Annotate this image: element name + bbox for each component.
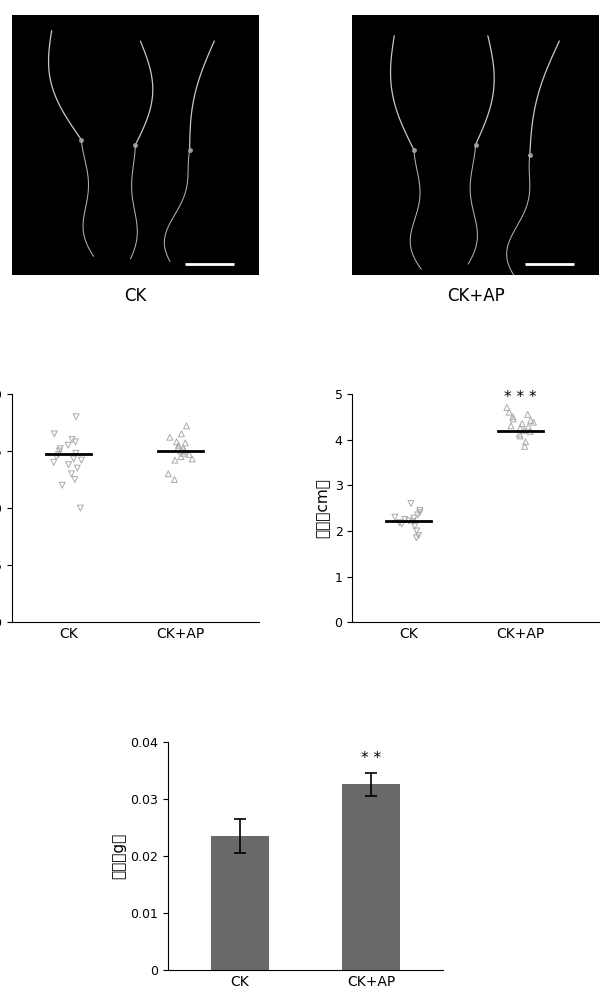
- Text: * * *: * * *: [504, 390, 536, 405]
- Point: [56, 441, 65, 457]
- Point: [516, 428, 525, 444]
- Y-axis label: 根长（cm）: 根长（cm）: [315, 478, 331, 538]
- Point: [76, 452, 86, 468]
- Point: [514, 426, 524, 442]
- Point: [518, 416, 527, 432]
- Point: [404, 513, 414, 529]
- Point: [51, 449, 61, 465]
- Point: [524, 419, 533, 435]
- Point: [502, 400, 512, 416]
- Point: [67, 466, 76, 482]
- Point: [519, 422, 529, 438]
- Point: [64, 437, 73, 453]
- Point: [185, 446, 194, 462]
- Point: [176, 449, 186, 465]
- Point: [412, 507, 422, 523]
- Point: [73, 460, 82, 476]
- Point: [411, 530, 421, 546]
- Point: [54, 446, 64, 462]
- Point: [529, 414, 538, 430]
- Point: [408, 514, 418, 530]
- Point: [390, 509, 400, 525]
- Text: * *: * *: [361, 751, 381, 766]
- Point: [397, 516, 406, 532]
- Point: [414, 527, 423, 543]
- Point: [76, 500, 86, 516]
- Point: [523, 406, 533, 422]
- Bar: [211, 836, 269, 970]
- Point: [526, 412, 536, 428]
- Point: [409, 510, 419, 526]
- Point: [180, 435, 190, 451]
- Y-axis label: 鲜重（g）: 鲜重（g）: [111, 833, 126, 879]
- Point: [415, 502, 425, 518]
- Point: [180, 443, 189, 459]
- Point: [187, 451, 197, 467]
- Point: [64, 457, 73, 473]
- Point: [49, 454, 59, 470]
- Point: [181, 418, 191, 434]
- Point: [412, 523, 422, 539]
- Point: [174, 440, 183, 456]
- Point: [176, 443, 186, 459]
- Point: [163, 466, 173, 482]
- Point: [177, 426, 186, 442]
- Text: CK+AP: CK+AP: [447, 287, 505, 305]
- Point: [71, 445, 81, 461]
- Point: [506, 418, 516, 434]
- Point: [179, 441, 189, 457]
- Point: [400, 511, 410, 527]
- Bar: [342, 784, 400, 970]
- Point: [71, 434, 81, 450]
- Point: [70, 472, 79, 488]
- Point: [170, 452, 180, 468]
- Point: [525, 423, 535, 439]
- Point: [410, 518, 420, 534]
- Point: [57, 477, 67, 493]
- Point: [54, 443, 64, 459]
- Point: [515, 420, 525, 436]
- Point: [69, 451, 79, 467]
- Point: [71, 409, 81, 425]
- Point: [521, 434, 530, 450]
- Point: [395, 515, 404, 531]
- Point: [165, 429, 175, 445]
- Point: [508, 411, 518, 427]
- Point: [174, 437, 183, 453]
- Point: [508, 409, 518, 425]
- Point: [178, 445, 188, 461]
- Point: [415, 505, 425, 521]
- Point: [67, 432, 77, 448]
- Point: [504, 404, 514, 420]
- Point: [172, 434, 181, 450]
- Point: [49, 426, 59, 442]
- Point: [170, 472, 180, 488]
- Point: [520, 438, 530, 454]
- Text: CK: CK: [124, 287, 147, 305]
- Point: [406, 496, 416, 512]
